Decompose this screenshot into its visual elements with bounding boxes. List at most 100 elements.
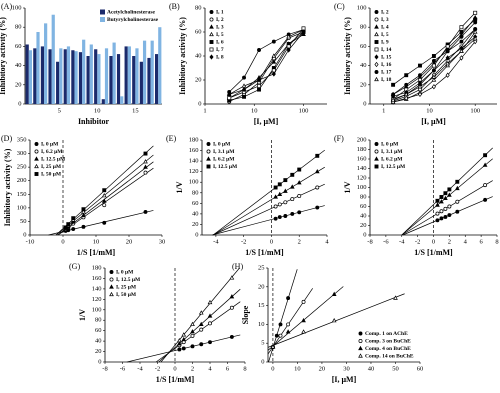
marker	[459, 25, 464, 30]
x-tick-label: 0	[432, 238, 435, 245]
marker	[439, 199, 444, 204]
trend-line	[212, 149, 325, 236]
x-axis-label: 1/S [1/mM]	[156, 375, 195, 384]
x-tick-label: -2	[415, 238, 420, 245]
y-tick-label: 0	[198, 100, 201, 107]
y-tick-label: 140	[357, 165, 367, 172]
y-tick-label: 200	[357, 136, 367, 143]
marker	[404, 73, 409, 78]
bar	[66, 46, 71, 104]
y-tick-label: 180	[189, 136, 199, 143]
legend-marker	[209, 17, 214, 22]
y-axis-label: 1/V	[175, 181, 184, 193]
marker	[143, 164, 148, 169]
y-axis-label: Inhibitory activity (%)	[3, 148, 12, 226]
marker	[257, 87, 261, 92]
y-tick-label: 0	[195, 231, 198, 238]
marker	[445, 72, 450, 78]
marker	[286, 322, 291, 327]
marker	[297, 210, 302, 215]
y-tick-label: 0	[23, 231, 26, 238]
marker	[459, 32, 464, 37]
bar	[158, 27, 162, 105]
x-tick-label: 0	[271, 365, 274, 372]
legend-label: I, 12.5 μM	[41, 156, 66, 162]
marker	[208, 321, 212, 326]
y-tick-label: 25	[258, 264, 265, 271]
marker	[315, 185, 320, 190]
marker	[283, 214, 288, 218]
series-line	[229, 28, 304, 99]
marker	[256, 77, 262, 83]
legend-label: I, 4	[381, 24, 389, 30]
legend-label: Comp. 14 on BuChE	[365, 353, 414, 359]
legend-marker	[206, 149, 211, 154]
marker	[199, 327, 204, 332]
marker	[390, 97, 396, 102]
marker	[71, 227, 76, 231]
marker	[455, 209, 460, 214]
marker	[473, 10, 478, 15]
y-tick-label: 60	[192, 200, 199, 207]
legend-swatch	[100, 9, 105, 15]
marker	[181, 332, 187, 337]
marker	[431, 54, 436, 58]
marker	[143, 159, 148, 164]
legend-label: I, 3	[381, 17, 389, 23]
legend-label: I, 6	[216, 39, 224, 45]
y-tick-label: 80	[360, 24, 367, 31]
marker	[472, 29, 478, 34]
y-tick-label: 100	[189, 179, 199, 186]
marker	[181, 336, 187, 342]
marker	[315, 205, 320, 210]
bar	[63, 49, 67, 104]
bar	[44, 23, 48, 104]
bar	[127, 46, 131, 104]
bar	[112, 42, 116, 104]
marker	[277, 202, 282, 207]
panel-label: (F)	[334, 134, 344, 143]
legend-marker	[34, 172, 39, 176]
marker	[435, 211, 440, 216]
marker	[439, 195, 444, 199]
bar	[97, 54, 101, 104]
legend-label: I, 3	[216, 24, 224, 30]
marker	[283, 178, 288, 183]
marker	[331, 291, 337, 296]
legend-marker	[374, 40, 379, 44]
y-tick-label: 15	[258, 302, 265, 309]
marker	[274, 333, 279, 338]
marker	[101, 198, 107, 203]
marker	[285, 329, 291, 334]
y-axis-label: 1/V	[78, 309, 87, 321]
marker	[443, 214, 448, 219]
x-tick-label: 10	[426, 107, 433, 114]
marker	[483, 183, 488, 188]
panel-label: (D)	[1, 134, 12, 143]
x-tick-label: -2	[241, 238, 246, 245]
marker	[472, 36, 478, 41]
marker	[473, 17, 478, 22]
marker	[439, 216, 444, 221]
legend-label: I, 0 μM	[41, 141, 59, 147]
marker	[198, 310, 204, 315]
y-tick-label: 20	[15, 81, 22, 88]
x-tick-label: 50	[392, 365, 399, 372]
bar	[28, 50, 33, 104]
legend-label: Comp. 4 on BuChE	[365, 346, 411, 352]
marker	[81, 207, 86, 212]
marker	[143, 209, 148, 214]
series-line	[229, 29, 304, 95]
marker	[66, 222, 71, 227]
x-tick-label: 4	[325, 238, 329, 245]
x-tick-label: 8	[243, 365, 246, 372]
legend-marker	[374, 17, 379, 22]
legend-marker	[209, 54, 214, 60]
marker	[277, 215, 282, 220]
marker	[199, 342, 204, 347]
marker	[301, 29, 306, 35]
legend-label: I, 12.5 μM	[116, 277, 141, 283]
y-tick-label: 100	[357, 184, 367, 191]
marker	[418, 63, 422, 68]
legend-marker	[109, 270, 114, 274]
